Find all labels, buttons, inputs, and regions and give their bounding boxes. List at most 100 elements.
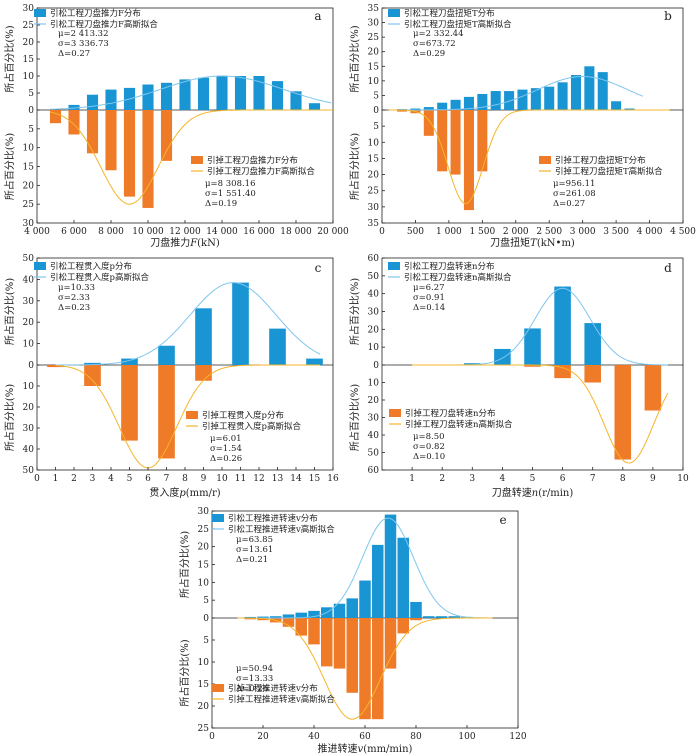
legend-entry-fit: 引松工程刀盘推力F高斯拟合 (50, 19, 158, 30)
fit-stat-line: Δ=0.27 (553, 199, 585, 209)
x-tick-label: 18 000 (280, 227, 312, 237)
y-tick-label: 20 (368, 48, 380, 58)
bottom-bar (359, 618, 371, 720)
top-bar (179, 79, 191, 110)
bottom-bar (295, 618, 307, 636)
fit-stat-line: Δ=0.29 (413, 49, 445, 59)
x-tick-label: 3 500 (603, 227, 629, 237)
y-tick-label: 15 (23, 55, 35, 65)
bottom-fit-curve (55, 364, 321, 469)
bottom-bar (397, 618, 409, 634)
y-tick-label: 25 (368, 187, 380, 197)
top-bar (423, 107, 434, 110)
top-bar (308, 103, 321, 110)
x-tick-label: 1 000 (436, 227, 462, 237)
legend-entry-fit: 引松工程刀盘扭矩T高斯拟合 (404, 19, 512, 30)
y-tick-label: 30 (23, 297, 35, 307)
bottom-bar (84, 365, 101, 386)
y-tick-label: 20 (368, 325, 380, 335)
fit-stat-line: Δ=0.23 (58, 303, 90, 313)
x-tick-label: 1 500 (469, 227, 495, 237)
bottom-bar (86, 110, 99, 154)
bottom-bar (158, 365, 175, 459)
top-bar (84, 362, 101, 365)
panel-letter: b (664, 9, 672, 23)
x-tick-label: 500 (407, 227, 424, 237)
top-bar (504, 91, 515, 110)
panel-letter: c (315, 261, 322, 275)
top-bar (105, 89, 117, 110)
top-bar (269, 328, 286, 365)
y-tick-label: 25 (23, 200, 35, 210)
bottom-bar (142, 110, 154, 208)
bottom-bar (195, 365, 212, 381)
bottom-fit-curve (237, 617, 493, 720)
bottom-bar (372, 618, 384, 720)
y-tick-label: 20 (23, 318, 35, 328)
y-axis-label-top: 所占百分比(%) (178, 531, 191, 598)
top-bar (554, 286, 571, 365)
panel-letter: a (314, 9, 321, 23)
top-bar (494, 348, 511, 365)
fit-stat-line: μ=50.94 (236, 664, 273, 674)
panel-a: 4 000 6 000 8 000 10 000 12 000 14 000 16 000 1… (3, 4, 349, 249)
y-tick-label: 30 (368, 19, 380, 29)
x-tick-label: 60 (359, 732, 371, 742)
top-bar (530, 88, 541, 110)
x-tick-label: 4 000 (24, 227, 50, 237)
legend-entry-distribution: 引掉工程刀盘转速n分布 (405, 408, 495, 419)
fit-stat-line: μ=6.01 (210, 434, 242, 444)
bottom-bar (121, 365, 138, 441)
x-tick-label: 5 (127, 474, 133, 484)
top-bar (121, 358, 138, 365)
top-bar (584, 66, 595, 110)
bottom-bar (47, 365, 64, 368)
x-tick-label: 2 (71, 474, 77, 484)
y-tick-label: 30 (23, 219, 35, 229)
x-tick-label: 8 (620, 474, 626, 484)
top-bar (216, 76, 228, 110)
top-bar (384, 514, 397, 618)
x-tick-label: 1 (409, 474, 415, 484)
fit-stat-line: μ=6.27 (413, 283, 445, 293)
x-tick-label: 2 000 (503, 227, 529, 237)
x-tick-label: 13 (272, 474, 284, 484)
legend-bar-swatch (388, 262, 400, 270)
top-bar (158, 345, 175, 365)
y-tick-label: 60 (368, 254, 380, 264)
top-bar (410, 108, 421, 110)
x-tick-label: 0 (209, 732, 215, 742)
x-tick-label: 0 (34, 474, 40, 484)
top-bar (86, 94, 99, 110)
top-bar (257, 616, 269, 618)
y-tick-label: 10 (198, 658, 210, 668)
legend-entry-fit: 引掉工程刀盘推力F高斯拟合 (207, 166, 315, 177)
x-tick-label: 14 (290, 474, 302, 484)
top-bar (142, 84, 154, 110)
bottom-bar (450, 110, 461, 175)
y-tick-label: 20 (368, 171, 380, 181)
bottom-bar (584, 365, 601, 383)
fit-stat-line: σ=673.72 (413, 39, 456, 49)
y-tick-label: 50 (368, 449, 380, 459)
top-bar (437, 102, 448, 110)
y-tick-label: 30 (368, 414, 380, 424)
top-bar (160, 82, 173, 110)
legend-entry-fit: 引松工程刀盘转速n高斯拟合 (404, 272, 512, 283)
x-tick-label: 3 000 (570, 227, 596, 237)
x-tick-label: 120 (509, 732, 526, 742)
bottom-bar (644, 365, 662, 411)
x-tick-label: 3 (469, 474, 475, 484)
x-tick-label: 6 (145, 474, 151, 484)
y-axis-label-bottom: 所占百分比(%) (3, 133, 16, 200)
legend-entry-fit: 引松工程贯入度p高斯拟合 (50, 272, 149, 283)
fit-stat-line: μ=8 308.16 (205, 179, 256, 189)
y-tick-label: 0 (28, 361, 34, 371)
legend-entry-distribution: 引掉工程刀盘扭矩T分布 (555, 155, 646, 166)
y-axis-label-bottom: 所占百分比(%) (348, 384, 361, 451)
legend-entry-distribution: 引松工程刀盘扭矩T分布 (404, 8, 495, 19)
x-tick-label: 5 (530, 474, 536, 484)
fit-stat-line: σ=0.82 (413, 442, 445, 452)
legend-entry-fit: 引掉工程刀盘扭矩T高斯拟合 (555, 166, 663, 177)
top-bar (333, 603, 346, 618)
